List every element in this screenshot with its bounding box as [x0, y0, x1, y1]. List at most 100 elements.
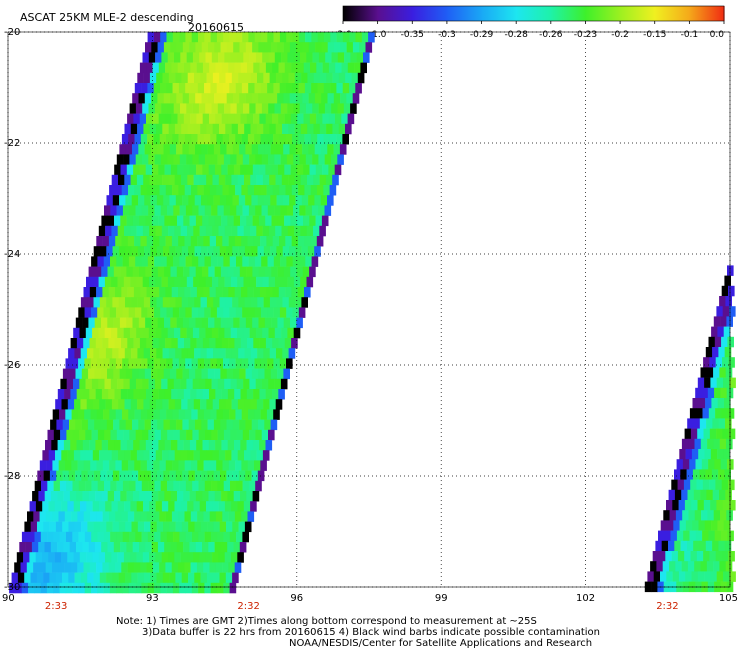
swath-cell: [709, 428, 717, 440]
swath-cell: [262, 52, 269, 63]
colorbar-segment: [516, 6, 552, 21]
swath-cell: [703, 357, 710, 368]
swath-cell: [217, 256, 224, 267]
swath-cell: [254, 358, 262, 369]
swath-cell: [705, 347, 713, 358]
swath-cell: [227, 389, 235, 400]
swath-cell: [128, 134, 135, 145]
swath-cell: [350, 103, 357, 114]
swath-cell: [232, 521, 239, 533]
swath-cell: [94, 419, 101, 431]
swath-cell: [681, 438, 689, 450]
swath-cell: [719, 296, 726, 307]
swath-cell: [255, 205, 262, 216]
swath-cell: [205, 378, 212, 390]
swath-cell: [211, 378, 219, 390]
swath-cell: [233, 93, 240, 104]
swath-cell: [155, 327, 162, 339]
swath-cell: [684, 428, 692, 440]
swath-cell: [125, 297, 132, 308]
swath-cell: [192, 103, 200, 114]
swath-cell: [91, 429, 99, 441]
swath-cell: [206, 72, 214, 84]
swath-cell: [186, 103, 193, 114]
swath-cell: [655, 540, 662, 552]
swath-cell: [248, 83, 255, 94]
swath-cell: [223, 480, 231, 492]
swath-cell: [309, 113, 317, 125]
swath-cell: [62, 419, 70, 431]
swath-cell: [208, 317, 215, 329]
swath-cell: [191, 83, 199, 94]
swath-cell: [136, 378, 143, 390]
swath-cell: [194, 195, 202, 206]
swath-cell: [92, 450, 100, 461]
swath-cell: [229, 582, 237, 594]
swath-cell: [39, 562, 46, 573]
swath-cell: [290, 317, 297, 329]
swath-cell: [708, 336, 716, 348]
swath-cell: [151, 266, 159, 278]
swath-cell: [250, 225, 257, 237]
swath-cell: [178, 409, 186, 420]
swath-cell: [306, 276, 314, 288]
swath-cell: [687, 561, 695, 572]
swath-cell: [110, 205, 117, 216]
swath-cell: [145, 440, 153, 451]
swath-cell: [195, 144, 202, 155]
swath-cell: [207, 521, 214, 533]
swath-cell: [247, 134, 255, 145]
swath-cell: [78, 480, 86, 492]
swath-cell: [236, 103, 244, 114]
swath-cell: [283, 93, 290, 104]
swath-cell: [215, 562, 223, 573]
swath-cell: [681, 489, 688, 501]
swath-cell: [250, 174, 257, 186]
swath-cell: [101, 440, 109, 451]
swath-cell: [287, 276, 295, 288]
swath-cell: [200, 348, 207, 359]
swath-cell: [176, 144, 183, 155]
swath-cell: [142, 103, 149, 114]
swath-cell: [280, 154, 288, 165]
swath-cell: [64, 562, 72, 573]
swath-cell: [318, 103, 326, 114]
swath-cell: [256, 123, 264, 135]
swath-cell: [180, 103, 187, 114]
swath-cell: [86, 276, 93, 288]
swath-cell: [234, 62, 241, 74]
swath-cell: [243, 327, 250, 339]
colorbar-frame: [342, 5, 725, 22]
swath-cell: [668, 489, 676, 501]
colorbar-label: -0.35: [401, 30, 424, 40]
swath-cell: [363, 52, 370, 63]
swath-cell: [145, 164, 153, 176]
swath-cell: [108, 440, 115, 451]
swath-cell: [252, 491, 260, 502]
swath-cell: [194, 297, 201, 308]
swath-cell: [80, 450, 87, 461]
swath-cell: [66, 531, 73, 543]
swath-cell: [299, 205, 306, 216]
swath-cell: [183, 389, 191, 400]
swath-cell: [44, 491, 52, 502]
swath-cell: [160, 307, 167, 318]
swath-cell: [314, 144, 322, 155]
swath-cell: [144, 93, 152, 104]
swath-cell: [205, 429, 212, 441]
swath-cell: [204, 358, 211, 369]
swath-cell: [191, 460, 198, 471]
swath-cell: [79, 378, 86, 390]
swath-cell: [89, 287, 97, 298]
swath-cell: [240, 62, 248, 74]
swath-cell: [70, 389, 77, 400]
swath-cell: [290, 215, 297, 227]
swath-cell: [220, 266, 228, 278]
swath-cell: [234, 562, 242, 573]
swath-cell: [142, 52, 150, 63]
latitude-label: -26: [4, 360, 20, 371]
swath-cell: [309, 266, 316, 278]
swath-cell: [37, 521, 44, 533]
swath-cell: [139, 266, 146, 278]
swath-cell: [217, 154, 225, 165]
